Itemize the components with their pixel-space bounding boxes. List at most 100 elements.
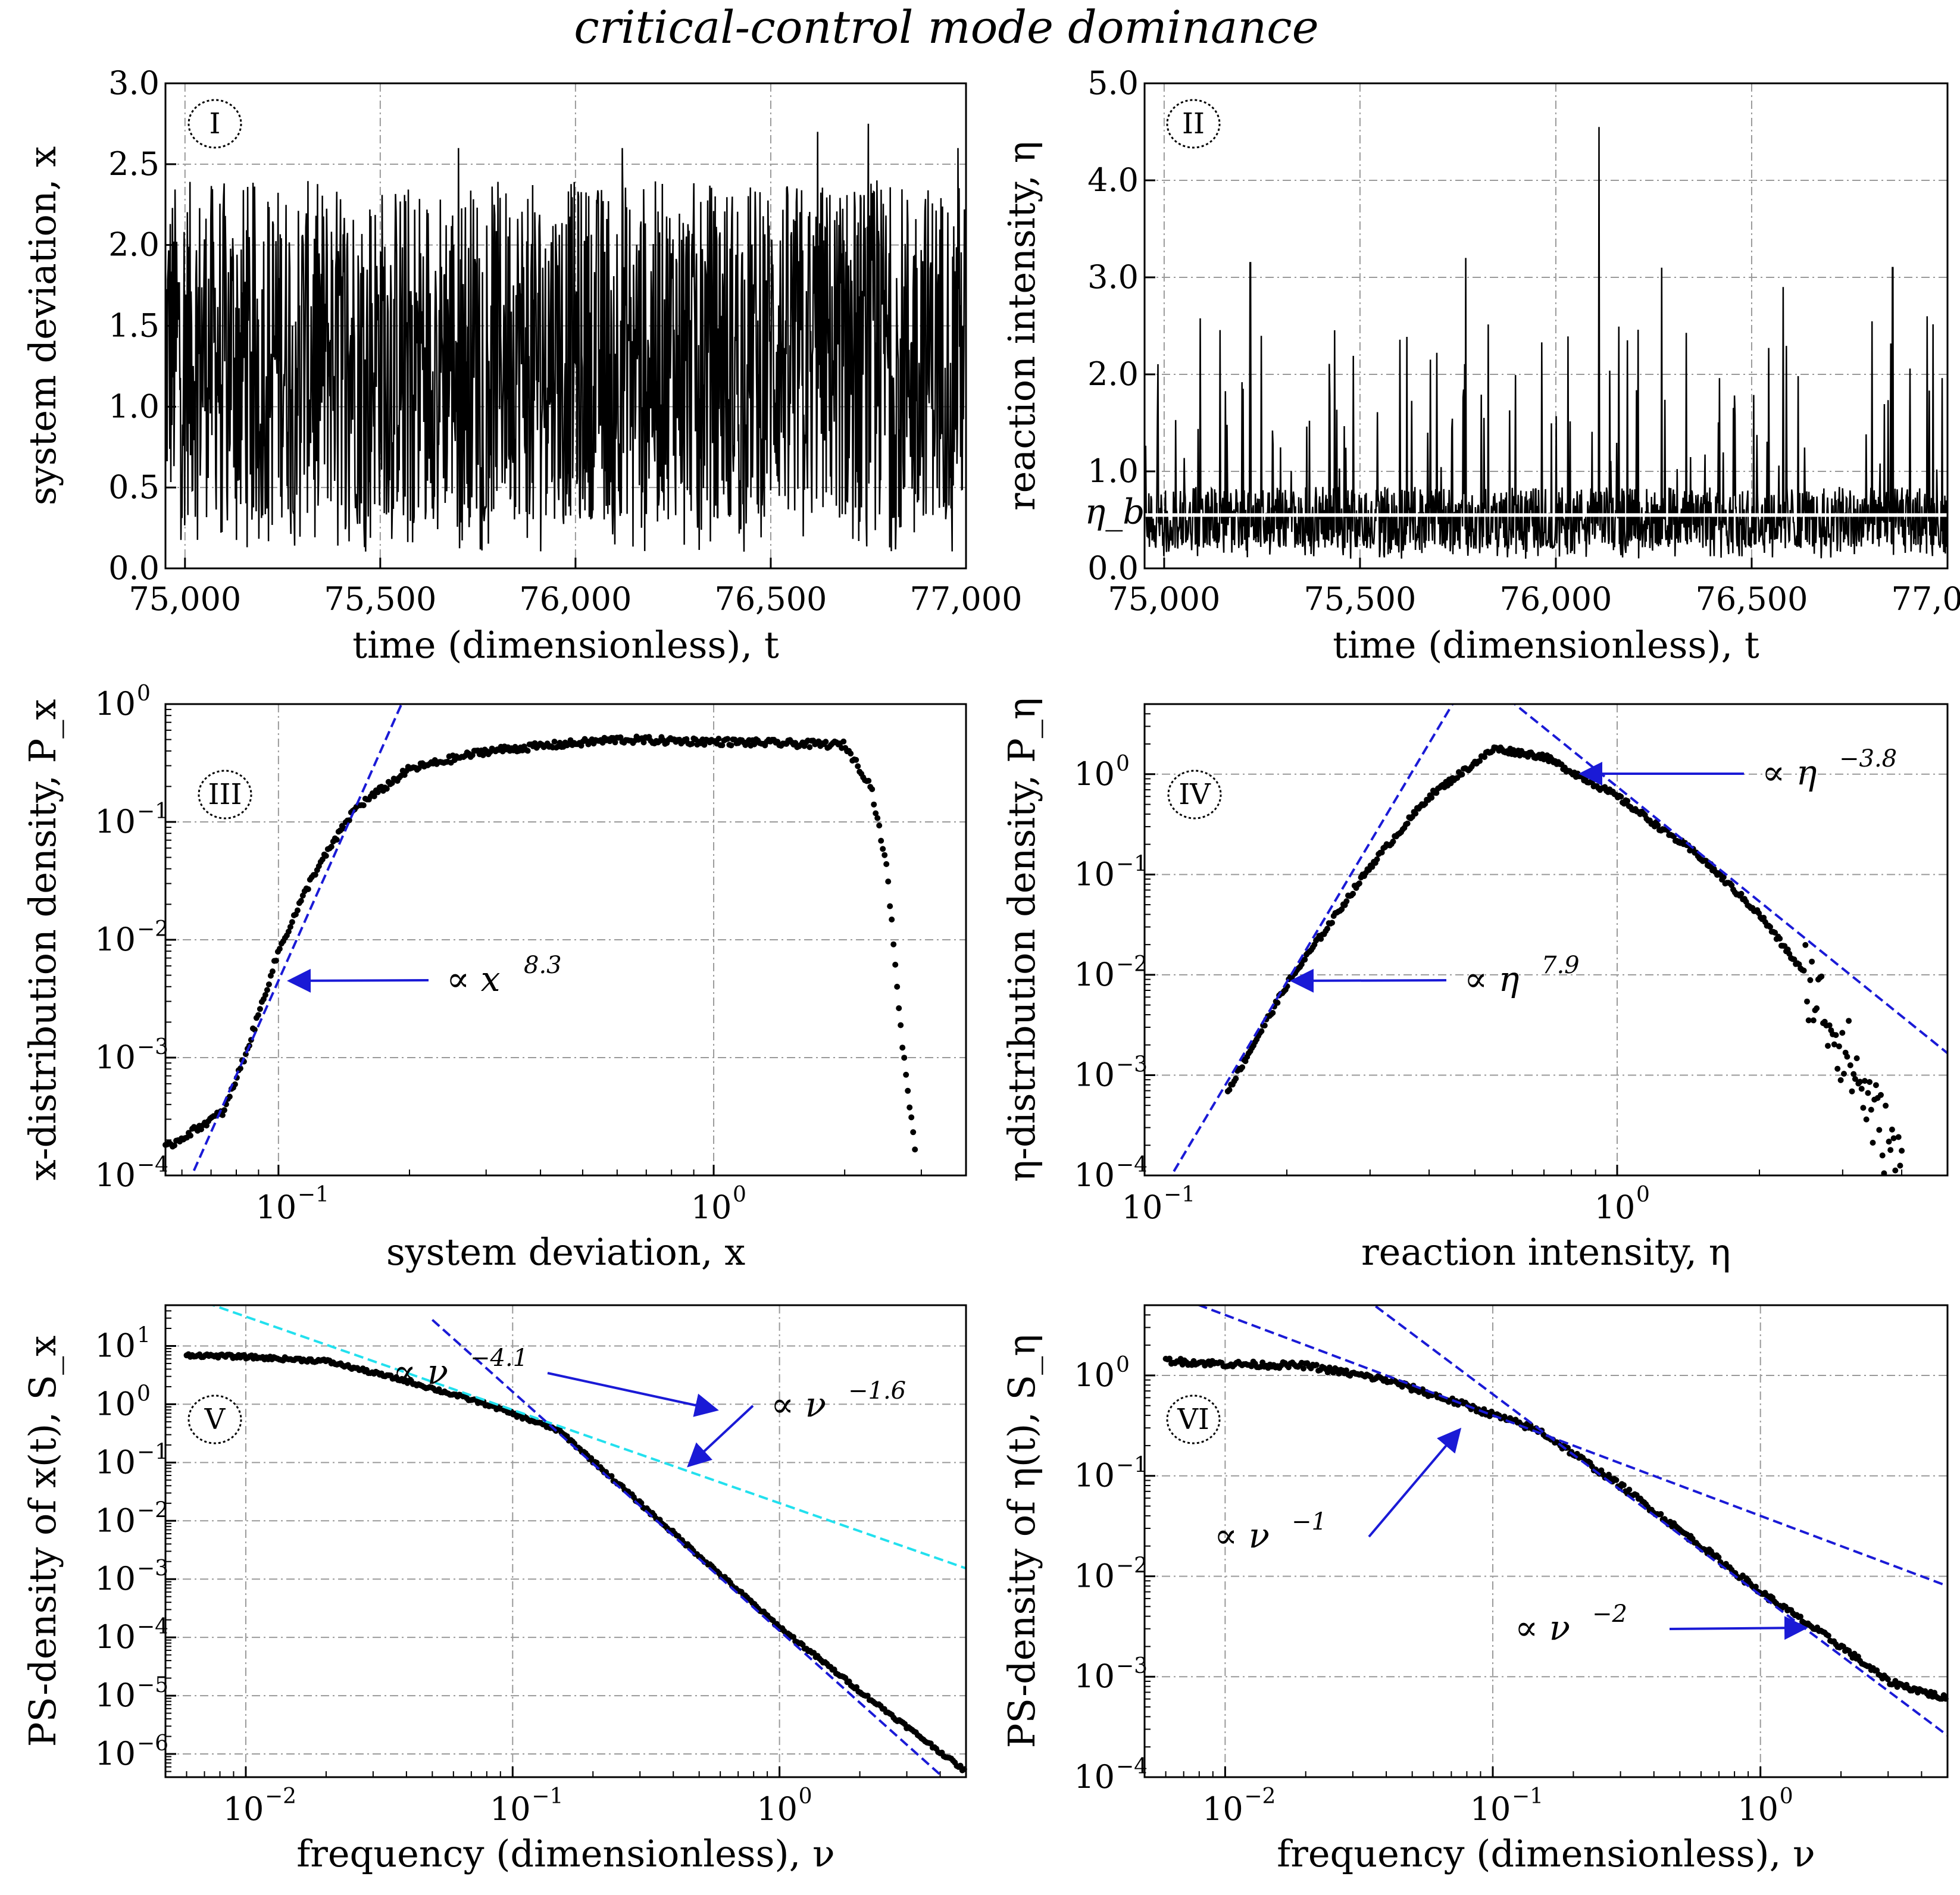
x-tick-label: 10 bbox=[1122, 1189, 1163, 1226]
y-tick-label: 10 bbox=[1074, 1557, 1115, 1594]
y-tick-label-exponent: −3 bbox=[137, 1035, 168, 1059]
data-point bbox=[298, 898, 304, 904]
y-tick-label: 10 bbox=[95, 1502, 136, 1539]
data-point bbox=[823, 739, 829, 745]
fit-label: ∝ η bbox=[1762, 752, 1817, 793]
panel-roman-label: VI bbox=[1177, 1403, 1209, 1436]
x-tick-label: 77,000 bbox=[910, 580, 1023, 618]
data-point bbox=[903, 1071, 909, 1078]
data-point bbox=[1655, 822, 1661, 828]
x-tick-label: 10 bbox=[255, 1189, 296, 1226]
plot-frame bbox=[164, 82, 967, 570]
y-tick-label: 10 bbox=[95, 1039, 136, 1076]
fit-line-2 bbox=[1372, 1305, 1948, 1737]
x-tick-label-exponent: −2 bbox=[1244, 1784, 1276, 1809]
data-point bbox=[262, 992, 268, 998]
data-point bbox=[1810, 1017, 1817, 1024]
data-point bbox=[1477, 758, 1483, 764]
data-point bbox=[480, 752, 486, 758]
data-point bbox=[873, 810, 879, 817]
plot-frame bbox=[1143, 82, 1949, 570]
data-point bbox=[1805, 1017, 1812, 1024]
fit-line-1 bbox=[1170, 704, 1454, 1175]
data-point bbox=[728, 742, 734, 749]
data-point bbox=[1895, 1134, 1902, 1140]
x-tick-label-exponent: 0 bbox=[1636, 1183, 1650, 1207]
data-point bbox=[1302, 956, 1308, 963]
plot-frame bbox=[1143, 1304, 1949, 1778]
data-point bbox=[1767, 924, 1773, 930]
fit-exponent: −4.1 bbox=[470, 1344, 528, 1372]
data-point bbox=[1565, 1444, 1571, 1451]
data-point bbox=[512, 743, 518, 750]
data-point bbox=[287, 924, 293, 930]
data-point bbox=[312, 871, 318, 878]
data-point bbox=[848, 751, 854, 757]
y-tick-label: 10 bbox=[1074, 1056, 1115, 1093]
x-tick-label-exponent: −2 bbox=[265, 1784, 296, 1809]
panel-badge bbox=[187, 99, 242, 149]
y-tick-label: 10 bbox=[95, 1327, 136, 1364]
data-point bbox=[1860, 1105, 1867, 1111]
data-point bbox=[1858, 1086, 1865, 1092]
y-tick-label: 10 bbox=[95, 685, 136, 723]
data-point bbox=[1777, 936, 1783, 942]
x-tick-label: 10 bbox=[223, 1790, 264, 1828]
x-tick-label: 10 bbox=[1470, 1790, 1511, 1828]
y-axis-label: PS-density of η(t), S_η bbox=[1000, 1334, 1043, 1748]
data-point bbox=[1870, 1140, 1876, 1146]
y-tick-label-exponent: −2 bbox=[137, 917, 168, 942]
data-point bbox=[1837, 1077, 1844, 1083]
data-point bbox=[257, 1006, 263, 1012]
y-tick-label: 4.0 bbox=[1087, 161, 1139, 199]
y-axis-label: PS-density of x(t), S_x bbox=[21, 1336, 64, 1747]
panel-badge bbox=[1166, 1394, 1221, 1444]
x-tick-label: 76,500 bbox=[714, 580, 827, 618]
annotation-arrow bbox=[287, 968, 429, 993]
data-point bbox=[264, 987, 270, 993]
y-tick-label: 10 bbox=[95, 1618, 136, 1656]
fit-exponent: 7.9 bbox=[1542, 952, 1580, 979]
fit-label: ∝ x bbox=[446, 959, 500, 999]
data-point bbox=[854, 1684, 859, 1690]
data-point bbox=[1428, 795, 1435, 801]
data-point bbox=[1847, 1062, 1853, 1068]
data-point bbox=[1873, 1082, 1879, 1089]
data-point bbox=[1897, 1162, 1903, 1169]
data-point bbox=[806, 744, 813, 751]
data-point bbox=[1412, 810, 1419, 817]
data-point bbox=[1883, 1102, 1889, 1109]
y-tick-label: 1.0 bbox=[1087, 452, 1139, 490]
y-axis-label: η-distribution density, P_η bbox=[1000, 698, 1043, 1182]
data-point bbox=[1802, 942, 1809, 948]
data-point bbox=[251, 1027, 258, 1033]
x-axis-label: reaction intensity, η bbox=[1361, 1230, 1731, 1274]
data-point bbox=[1404, 820, 1411, 827]
fit-line-2 bbox=[1512, 704, 1948, 1055]
data-point bbox=[1862, 1078, 1868, 1084]
x-axis-label: system deviation, x bbox=[386, 1230, 745, 1274]
x-tick-label: 10 bbox=[490, 1790, 531, 1828]
data-point bbox=[1481, 754, 1488, 760]
data-point bbox=[1313, 1362, 1320, 1368]
data-point bbox=[1356, 880, 1362, 887]
data-point bbox=[892, 961, 899, 968]
x-axis-label: time (dimensionless), t bbox=[352, 623, 779, 667]
data-point bbox=[880, 846, 886, 852]
fit-label: ∝ ν bbox=[393, 1352, 448, 1392]
data-point bbox=[887, 903, 893, 909]
panel-I: 75,000 75,500 76,000 76,500 77,000 0.0 0.5 1.0 1… bbox=[21, 64, 1022, 667]
fit-exponent: −1.6 bbox=[848, 1377, 906, 1405]
annotation-arrow bbox=[687, 1405, 754, 1468]
panel-roman-label: III bbox=[208, 778, 242, 811]
data-point bbox=[1318, 936, 1324, 942]
y-tick-label: 10 bbox=[95, 1735, 136, 1772]
y-tick-label: 10 bbox=[1074, 956, 1115, 993]
y-tick-label-exponent: −1 bbox=[1116, 852, 1148, 876]
y-axis-label: x-distribution density, P_x bbox=[21, 699, 64, 1181]
fit-exponent: −3.8 bbox=[1839, 745, 1897, 773]
panel-roman-label: IV bbox=[1178, 778, 1211, 811]
x-tick-label: 10 bbox=[1595, 1189, 1636, 1226]
y-tick-label: 1.0 bbox=[108, 387, 160, 425]
